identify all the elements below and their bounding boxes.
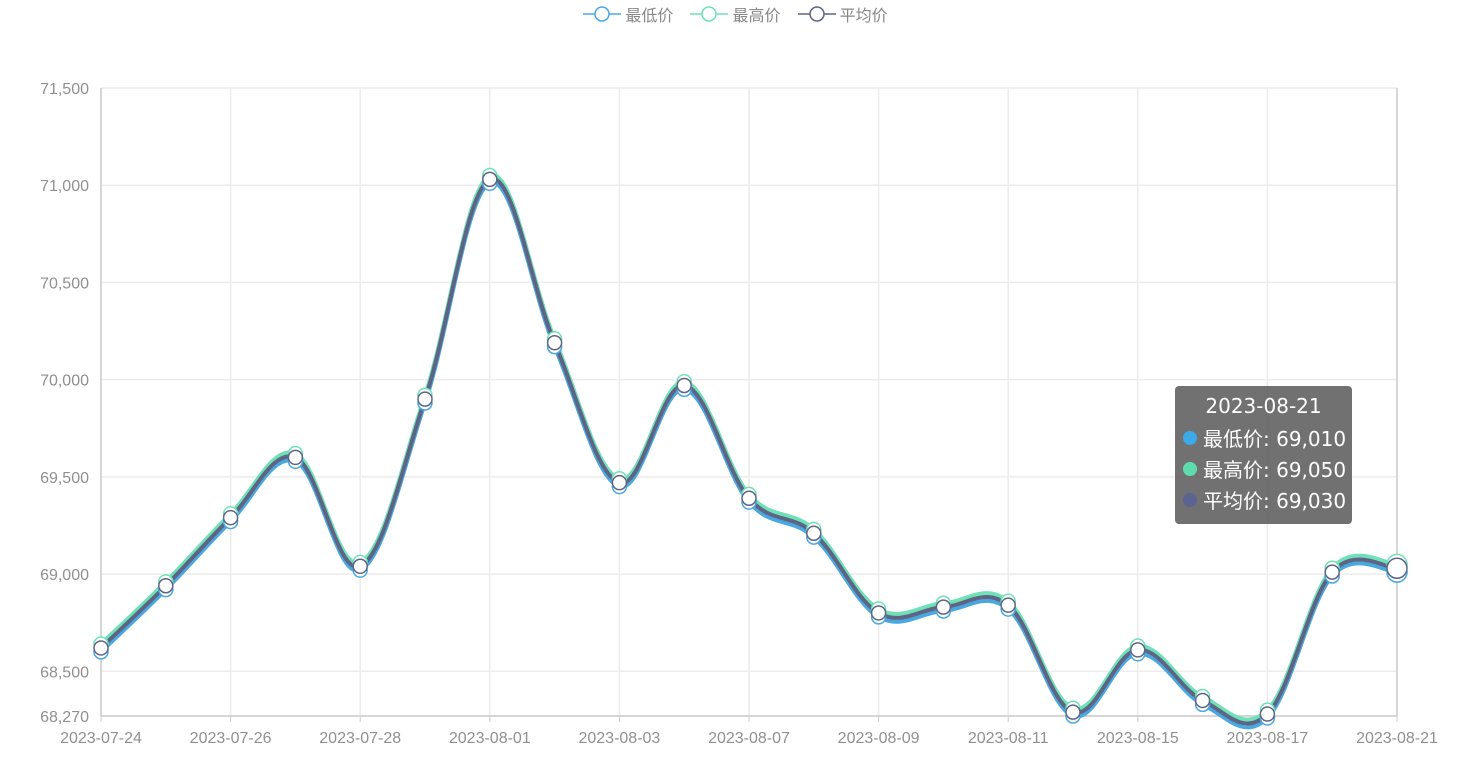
point-avg[interactable] — [352, 558, 368, 575]
y-tick-label: 70,500 — [40, 275, 89, 292]
x-tick-label: 2023-08-09 — [838, 730, 920, 747]
x-tick-label: 2023-07-24 — [60, 730, 142, 747]
tooltip-high-label: 最高价: 69,050 — [1203, 458, 1347, 482]
tooltip-avg-label: 平均价: 69,030 — [1203, 489, 1347, 513]
point-avg[interactable] — [611, 474, 628, 491]
y-tick-label: 71,500 — [40, 81, 89, 98]
tooltip-low-label: 最低价: 69,010 — [1203, 427, 1347, 451]
legend-label-high: 最高价 — [732, 6, 781, 25]
y-tick-label: 69,500 — [40, 470, 89, 487]
x-tick-label: 2023-07-28 — [319, 730, 401, 747]
point-avg[interactable] — [1194, 692, 1211, 709]
point-avg[interactable] — [546, 334, 563, 351]
point-avg[interactable] — [93, 640, 109, 656]
x-tick-label: 2023-08-17 — [1226, 730, 1308, 747]
y-tick-label: 69,000 — [40, 567, 89, 584]
tooltip-avg-dot-icon — [1183, 492, 1197, 507]
point-avg[interactable] — [158, 577, 174, 594]
point-avg[interactable] — [482, 171, 498, 188]
point-avg[interactable] — [806, 525, 822, 541]
tooltip-row-high: 最高价: 69,050 — [1183, 453, 1352, 484]
x-tick-label: 2023-08-07 — [708, 730, 790, 747]
x-tick-label: 2023-08-21 — [1356, 730, 1438, 747]
series-line-avg[interactable] — [99, 177, 1399, 726]
point-avg[interactable] — [741, 490, 757, 506]
point-avg[interactable] — [935, 599, 952, 615]
point-avg[interactable] — [222, 509, 239, 526]
point-avg[interactable] — [1130, 642, 1146, 658]
x-tick-label: 2023-08-11 — [968, 730, 1049, 747]
point-avg[interactable] — [1065, 704, 1081, 720]
legend-item-avg[interactable]: 平均价 — [797, 2, 888, 26]
axes: 68,270 68,500 69,000 69,500 70,000 70,500 71,0… — [40, 81, 1438, 747]
x-tick-label: 2023-08-03 — [578, 730, 660, 747]
point-avg[interactable] — [1000, 597, 1016, 613]
data-tooltip: 2023-08-21 最低价: 69,010 最高价: 69,050 平均价: … — [1175, 386, 1352, 524]
tooltip-title: 2023-08-21 — [1205, 394, 1322, 418]
point-avg[interactable] — [417, 391, 433, 407]
legend-high-icon — [690, 6, 729, 22]
point-avg[interactable] — [1324, 564, 1340, 580]
legend-avg-icon — [797, 6, 836, 22]
legend-low-icon — [583, 6, 622, 22]
series-points[interactable] — [93, 167, 1408, 726]
y-tick-label: 68,500 — [40, 664, 89, 681]
legend-item-high[interactable]: 最高价 — [690, 2, 781, 26]
legend-label-avg: 平均价 — [839, 6, 888, 25]
legend-label-low: 最低价 — [625, 6, 674, 25]
point-avg[interactable] — [676, 377, 692, 394]
point-avg[interactable] — [1259, 706, 1276, 722]
chart-legend: 最低价 最高价 平均价 — [0, 2, 1471, 28]
tooltip-row-avg: 平均价: 69,030 — [1183, 484, 1352, 515]
legend-item-low[interactable]: 最低价 — [583, 2, 673, 26]
point-avg[interactable] — [287, 449, 304, 466]
tooltip-low-dot-icon — [1183, 430, 1197, 445]
point-avg[interactable] — [1386, 557, 1408, 579]
series-lines[interactable] — [99, 173, 1399, 730]
y-tick-label: 71,000 — [40, 178, 89, 195]
y-tick-label: 68,270 — [40, 709, 89, 726]
x-tick-label: 2023-07-26 — [190, 730, 272, 747]
tooltip-high-dot-icon — [1183, 461, 1197, 476]
x-tick-label: 2023-08-15 — [1097, 730, 1179, 747]
tooltip-row-low: 最低价: 69,010 — [1183, 422, 1352, 453]
point-avg[interactable] — [870, 605, 887, 621]
x-tick-label: 2023-08-01 — [449, 730, 531, 747]
y-tick-label: 70,000 — [40, 373, 89, 390]
